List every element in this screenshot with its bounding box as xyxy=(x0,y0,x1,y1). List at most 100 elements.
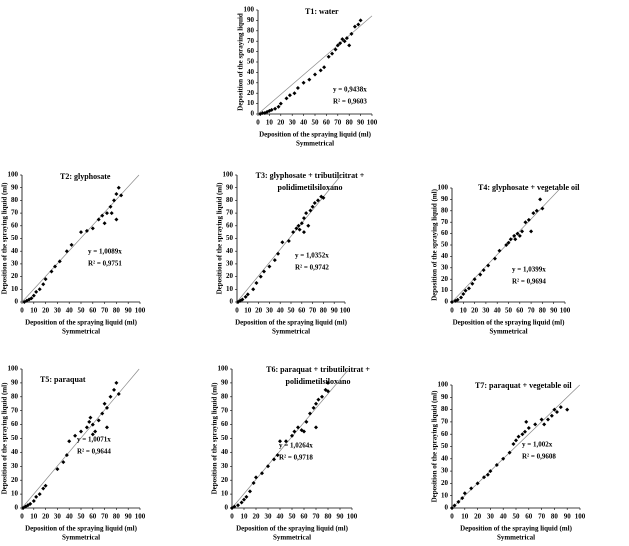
point xyxy=(41,486,46,491)
equation: y = 1,0399x xyxy=(512,266,546,274)
point xyxy=(243,294,248,299)
point xyxy=(316,397,321,402)
point xyxy=(232,504,237,509)
x-tick-label: 40 xyxy=(277,307,285,315)
point xyxy=(291,230,296,235)
y-tick-label: 20 xyxy=(247,89,255,97)
x-tick-label: 0 xyxy=(20,307,24,315)
point xyxy=(511,442,516,447)
x-axis-subtitle: Symmetrical xyxy=(62,534,100,542)
x-tick-label: 50 xyxy=(312,119,320,127)
y-tick-label: 60 xyxy=(441,430,449,438)
point xyxy=(320,394,324,399)
y-tick-label: 90 xyxy=(247,16,255,24)
r-squared: R² = 0,9751 xyxy=(88,260,122,268)
x-tick-label: 20 xyxy=(277,119,285,127)
point xyxy=(539,417,544,422)
point xyxy=(79,429,83,434)
y-tick-label: 10 xyxy=(441,491,449,499)
r-squared: R² = 0,9742 xyxy=(295,264,329,272)
panel-title: T5: paraquat xyxy=(40,375,86,384)
point xyxy=(516,434,521,439)
point xyxy=(245,292,250,297)
x-tick-label: 50 xyxy=(505,307,513,315)
y-tick-label: 60 xyxy=(11,420,19,428)
point xyxy=(297,227,302,232)
trendline xyxy=(451,384,580,509)
y-axis-title: Deposition of the spraying liquid (ml) xyxy=(431,188,439,300)
x-tick-label: 40 xyxy=(66,307,74,315)
point xyxy=(258,274,263,279)
y-tick-label: 30 xyxy=(247,78,255,86)
point xyxy=(507,450,512,455)
point xyxy=(526,426,531,431)
point xyxy=(34,289,39,294)
point xyxy=(534,208,539,213)
trendline xyxy=(257,15,373,115)
point xyxy=(104,425,109,430)
x-tick-label: 50 xyxy=(288,307,296,315)
y-tick-label: 100 xyxy=(438,184,449,192)
x-tick-label: 90 xyxy=(125,307,133,315)
y-tick-label: 100 xyxy=(8,171,19,179)
point xyxy=(287,93,292,98)
point xyxy=(356,22,361,27)
y-axis-title: Deposition of the spraying liquid xyxy=(237,13,245,111)
y-tick-label: 20 xyxy=(226,272,234,280)
point xyxy=(301,216,306,221)
point xyxy=(84,425,89,430)
x-tick-label: 60 xyxy=(298,307,306,315)
point xyxy=(522,429,527,434)
y-tick-label: 50 xyxy=(441,241,449,249)
point xyxy=(276,104,281,109)
r-squared: R² = 0,9644 xyxy=(77,448,111,456)
x-tick-label: 70 xyxy=(334,119,342,127)
point xyxy=(88,415,93,420)
x-tick-label: 100 xyxy=(560,307,571,315)
y-axis-title: Deposition of the spraying liquid (ml) xyxy=(211,382,219,494)
point xyxy=(472,277,477,282)
point xyxy=(542,422,547,427)
point xyxy=(494,462,499,467)
point xyxy=(87,419,92,424)
y-tick-label: 40 xyxy=(441,252,449,260)
point xyxy=(43,483,48,488)
y-axis-title: Deposition of the spraying liquid (ml) xyxy=(1,182,9,294)
y-tick-label: 70 xyxy=(441,218,449,226)
x-axis-subtitle: Symmetrical xyxy=(273,534,311,542)
point xyxy=(53,264,58,269)
point xyxy=(90,432,95,437)
x-tick-label: 50 xyxy=(78,307,86,315)
x-tick-label: 80 xyxy=(539,307,547,315)
y-tick-label: 60 xyxy=(11,221,19,229)
point xyxy=(114,192,119,197)
y-tick-label: 30 xyxy=(226,260,234,268)
y-tick-label: 100 xyxy=(218,365,229,373)
point xyxy=(278,101,283,106)
point xyxy=(242,497,246,502)
x-axis-subtitle: Symmetrical xyxy=(489,328,527,336)
y-tick-label: 100 xyxy=(244,6,255,14)
x-tick-label: 10 xyxy=(460,307,468,315)
point xyxy=(549,413,554,418)
point xyxy=(29,296,34,301)
y-tick-label: 10 xyxy=(11,490,19,498)
y-tick-label: 90 xyxy=(441,195,449,203)
point xyxy=(37,492,42,497)
point xyxy=(239,500,244,505)
point xyxy=(275,453,280,458)
point xyxy=(286,239,291,244)
y-tick-label: 0 xyxy=(445,298,449,306)
point xyxy=(459,295,464,300)
point xyxy=(28,501,33,506)
point xyxy=(114,380,119,385)
y-tick-label: 80 xyxy=(11,196,19,204)
x-tick-label: 0 xyxy=(235,307,239,315)
point xyxy=(512,233,517,238)
y-tick-label: 50 xyxy=(221,434,229,442)
point xyxy=(284,439,288,444)
point xyxy=(90,422,95,427)
point xyxy=(481,268,486,273)
point xyxy=(262,269,266,274)
